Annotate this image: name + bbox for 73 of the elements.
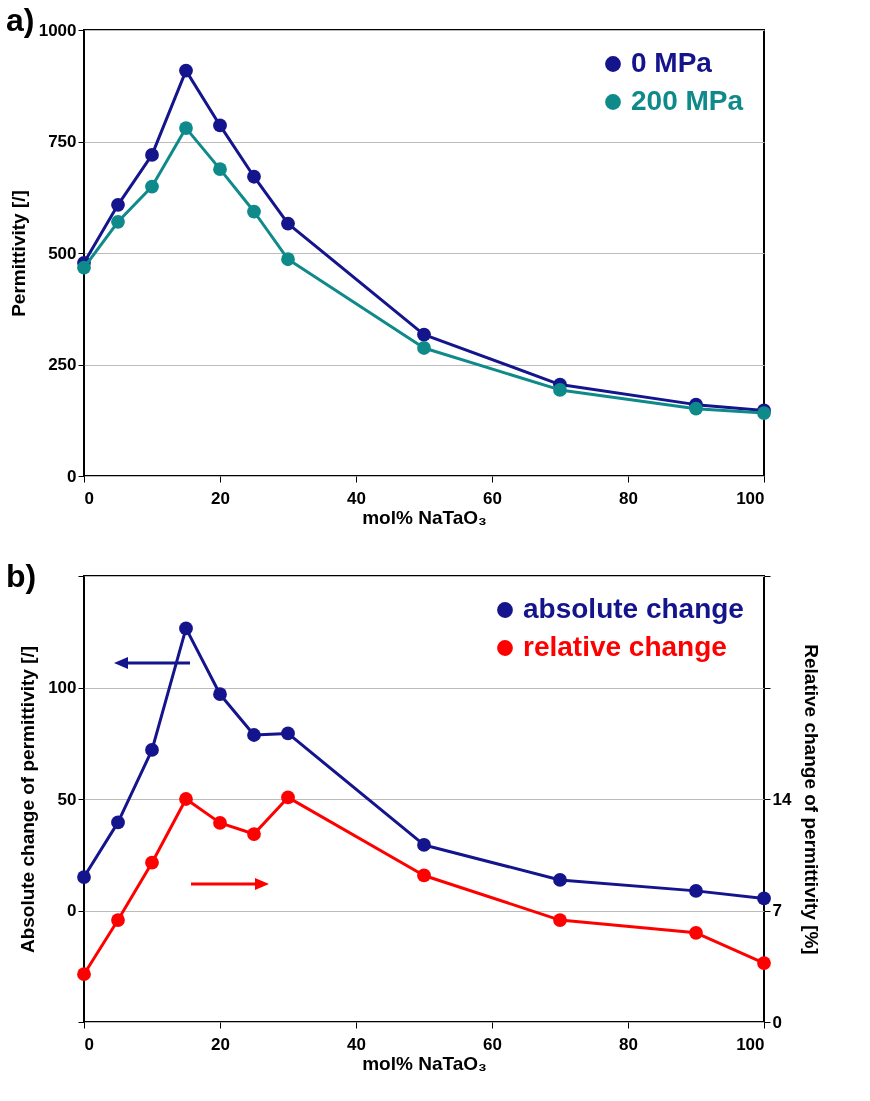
- point: [689, 401, 703, 416]
- point: [281, 726, 295, 741]
- y-tick-label: 250: [48, 355, 77, 374]
- point: [553, 913, 567, 927]
- point: [111, 815, 125, 830]
- point: [145, 179, 159, 194]
- x-tick-label: 60: [483, 1034, 502, 1054]
- point: [553, 383, 567, 397]
- y-tick-label: 750: [48, 132, 77, 151]
- legend-label: 0 MPa: [631, 47, 713, 78]
- x-tick-label: 0: [84, 488, 94, 508]
- x-axis-title: mol% NaTaO₃: [362, 506, 487, 528]
- y2-tick-label: 14: [772, 789, 792, 809]
- y-axis-title: Permittivity [/]: [7, 190, 29, 317]
- x-tick-label: 100: [736, 1034, 765, 1054]
- y-tick-label: 0: [67, 901, 77, 920]
- point: [281, 252, 295, 267]
- x-tick-label: 80: [619, 1034, 638, 1054]
- point: [179, 63, 193, 78]
- legend-label: 200 MPa: [631, 85, 744, 116]
- point: [145, 855, 159, 870]
- point: [145, 743, 159, 757]
- y-tick-label: 100: [48, 678, 77, 697]
- point: [757, 956, 771, 970]
- point: [281, 790, 295, 805]
- point: [179, 121, 193, 135]
- x-tick-label: 60: [483, 488, 502, 508]
- point: [247, 204, 261, 219]
- point: [179, 792, 193, 806]
- point: [77, 967, 91, 982]
- point: [689, 925, 703, 940]
- point: [417, 341, 431, 355]
- point: [145, 148, 159, 162]
- y2-axis-title: Relative change of permittivity [%]: [801, 644, 823, 955]
- x-tick-label: 40: [347, 1034, 366, 1054]
- y-tick-label: 1000: [38, 20, 77, 40]
- point: [213, 816, 227, 830]
- x-tick-label: 20: [211, 488, 230, 508]
- point: [553, 873, 567, 887]
- y-tick-label: 0: [67, 466, 77, 486]
- x-axis-title: mol% NaTaO₃: [362, 1052, 487, 1074]
- y-tick-label: 50: [57, 789, 77, 809]
- chart-title: b): [6, 558, 37, 595]
- point: [77, 260, 91, 275]
- point: [179, 621, 193, 636]
- x-tick-label: 0: [84, 1034, 94, 1054]
- point: [281, 216, 295, 231]
- y2-tick-label: 7: [772, 901, 782, 920]
- point: [757, 891, 771, 906]
- x-tick-label: 20: [211, 1034, 230, 1054]
- point: [111, 913, 125, 927]
- y2-tick-label: 0: [772, 1012, 782, 1032]
- x-tick-label: 80: [619, 488, 638, 508]
- x-tick-label: 100: [736, 488, 765, 508]
- point: [77, 870, 91, 884]
- point: [417, 868, 431, 883]
- point: [111, 197, 125, 212]
- legend-label: relative change: [523, 631, 727, 662]
- point: [213, 118, 227, 133]
- point: [213, 687, 227, 702]
- point: [417, 327, 431, 342]
- point: [689, 884, 703, 898]
- y-tick-label: 500: [48, 243, 77, 263]
- point: [247, 169, 261, 184]
- point: [213, 162, 227, 177]
- point: [247, 827, 261, 841]
- x-tick-label: 40: [347, 488, 366, 508]
- point: [417, 838, 431, 852]
- y-axis-title: Absolute change of permittivity [/]: [17, 645, 39, 954]
- point: [111, 214, 125, 229]
- chart-title: a): [6, 2, 35, 39]
- point: [247, 728, 261, 742]
- legend-label: absolute change: [523, 593, 744, 624]
